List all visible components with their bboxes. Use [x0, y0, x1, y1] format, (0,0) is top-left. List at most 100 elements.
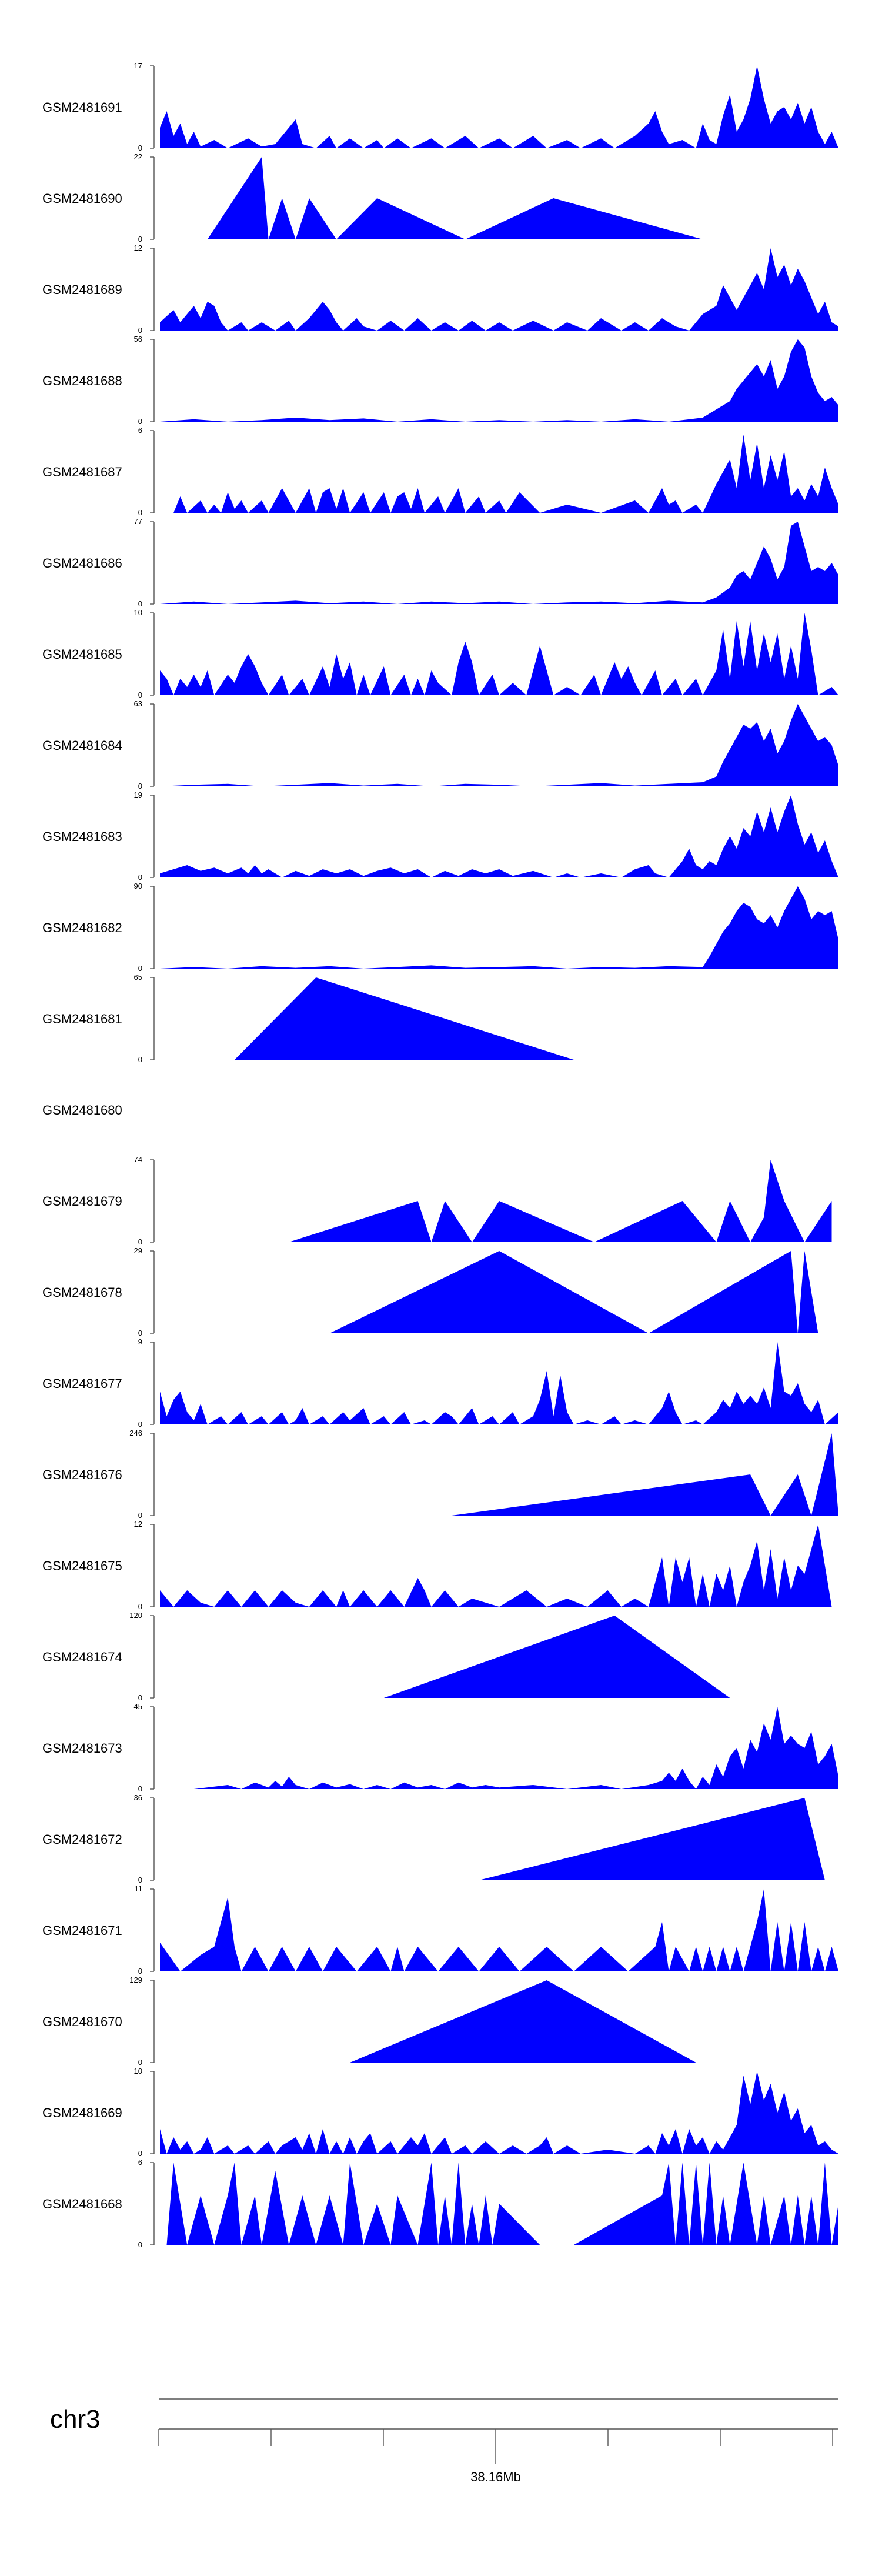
y-min-label: 0 — [138, 690, 142, 699]
coverage-area — [160, 795, 838, 877]
track-GSM2481671: GSM2481671 11 0 — [42, 1884, 838, 1976]
y-max-label: 10 — [134, 608, 142, 617]
track-GSM2481673: GSM2481673 45 0 — [42, 1702, 839, 1793]
chromosome-ruler: chr3 38.16Mb — [50, 2398, 838, 2484]
y-max-label: 17 — [134, 61, 142, 70]
track-GSM2481677: GSM2481677 9 0 — [42, 1337, 838, 1429]
y-min-label: 0 — [138, 782, 142, 790]
y-max-label: 77 — [134, 517, 142, 526]
coverage-area — [193, 1707, 839, 1789]
y-max-label: 6 — [138, 2158, 142, 2167]
y-max-label: 12 — [134, 1520, 142, 1529]
y-min-label: 0 — [138, 2149, 142, 2158]
y-min-label: 0 — [138, 1420, 142, 1429]
coverage-area — [160, 522, 838, 604]
coverage-area — [207, 157, 703, 239]
track-GSM2481672: GSM2481672 36 0 — [42, 1793, 825, 1884]
y-min-label: 0 — [138, 1237, 142, 1246]
y-max-label: 36 — [134, 1793, 142, 1802]
y-min-label: 0 — [138, 1329, 142, 1337]
track-label: GSM2481671 — [42, 1923, 122, 1938]
coverage-area — [166, 2163, 838, 2245]
track-label: GSM2481679 — [42, 1194, 122, 1209]
track-label: GSM2481682 — [42, 920, 122, 935]
track-label: GSM2481688 — [42, 373, 122, 388]
y-max-label: 90 — [134, 882, 142, 890]
track-label: GSM2481690 — [42, 191, 122, 206]
y-min-label: 0 — [138, 599, 142, 608]
coverage-area — [160, 704, 838, 786]
tracks-layer: GSM2481691170GSM2481690220GSM2481689120G… — [42, 61, 839, 2249]
track-label: GSM2481683 — [42, 829, 122, 844]
coverage-area — [160, 2071, 838, 2154]
track-GSM2481680: GSM2481680 — [42, 1103, 122, 1117]
coverage-area — [160, 613, 838, 695]
coverage-area — [160, 1342, 838, 1424]
track-label: GSM2481676 — [42, 1467, 122, 1482]
y-max-label: 22 — [134, 152, 142, 161]
track-GSM2481669: GSM2481669 10 0 — [42, 2067, 838, 2158]
track-label: GSM2481668 — [42, 2197, 122, 2211]
y-max-label: 56 — [134, 335, 142, 343]
track-label: GSM2481689 — [42, 282, 122, 297]
track-GSM2481676: GSM2481676 246 0 — [42, 1429, 838, 1520]
coverage-area — [160, 1524, 832, 1607]
track-label: GSM2481678 — [42, 1285, 122, 1300]
coverage-area — [160, 1889, 838, 1971]
track-GSM2481679: GSM2481679 74 0 — [42, 1155, 832, 1246]
track-GSM2481674: GSM2481674 120 0 — [42, 1611, 730, 1702]
track-label: GSM2481677 — [42, 1376, 122, 1391]
y-max-label: 10 — [134, 2067, 142, 2076]
track-label: GSM2481684 — [42, 738, 122, 753]
y-max-label: 65 — [134, 973, 142, 982]
y-min-label: 0 — [138, 326, 142, 335]
coverage-area — [160, 339, 838, 422]
track-GSM2481689: GSM2481689 12 0 — [42, 243, 838, 335]
y-max-label: 63 — [134, 699, 142, 708]
track-GSM2481683: GSM2481683 19 0 — [42, 790, 838, 882]
y-min-label: 0 — [138, 1511, 142, 1520]
track-GSM2481678: GSM2481678 29 0 — [42, 1246, 818, 1337]
coverage-area — [479, 1798, 825, 1880]
coverage-area — [383, 1616, 730, 1698]
y-max-label: 11 — [135, 1884, 143, 1893]
y-max-label: 6 — [138, 426, 142, 435]
y-max-label: 12 — [134, 243, 142, 252]
y-max-label: 45 — [134, 1702, 142, 1711]
y-max-label: 120 — [129, 1611, 142, 1620]
track-GSM2481691: GSM2481691 17 0 — [42, 61, 838, 152]
coverage-area — [234, 977, 574, 1060]
y-max-label: 19 — [134, 790, 142, 799]
chromosome-label: chr3 — [50, 2405, 101, 2434]
y-min-label: 0 — [138, 417, 142, 426]
y-max-label: 29 — [134, 1246, 142, 1255]
track-GSM2481668: GSM2481668 6 0 — [42, 2158, 838, 2249]
y-min-label: 0 — [138, 235, 142, 243]
y-max-label: 129 — [129, 1976, 142, 1984]
coverage-area — [160, 886, 838, 969]
track-label: GSM2481691 — [42, 100, 122, 115]
track-GSM2481684: GSM2481684 63 0 — [42, 699, 838, 790]
y-min-label: 0 — [138, 1055, 142, 1064]
track-GSM2481681: GSM2481681 65 0 — [42, 973, 574, 1064]
y-min-label: 0 — [138, 1967, 142, 1976]
y-min-label: 0 — [138, 964, 142, 973]
track-label: GSM2481673 — [42, 1741, 122, 1756]
y-min-label: 0 — [138, 1784, 142, 1793]
track-label: GSM2481670 — [42, 2014, 122, 2029]
coverage-area — [350, 1980, 696, 2063]
track-GSM2481690: GSM2481690 22 0 — [42, 152, 703, 243]
coverage-area — [160, 248, 838, 331]
track-label: GSM2481685 — [42, 647, 122, 662]
coverage-area — [452, 1433, 838, 1516]
track-GSM2481686: GSM2481686 77 0 — [42, 517, 838, 608]
y-min-label: 0 — [138, 2058, 142, 2067]
coverage-area — [329, 1251, 818, 1333]
coverage-area — [160, 66, 838, 148]
track-label: GSM2481674 — [42, 1650, 122, 1664]
track-label: GSM2481669 — [42, 2105, 122, 2120]
track-label: GSM2481681 — [42, 1012, 122, 1026]
track-label: GSM2481672 — [42, 1832, 122, 1847]
track-GSM2481688: GSM2481688 56 0 — [42, 335, 838, 426]
track-GSM2481670: GSM2481670 129 0 — [42, 1976, 696, 2067]
